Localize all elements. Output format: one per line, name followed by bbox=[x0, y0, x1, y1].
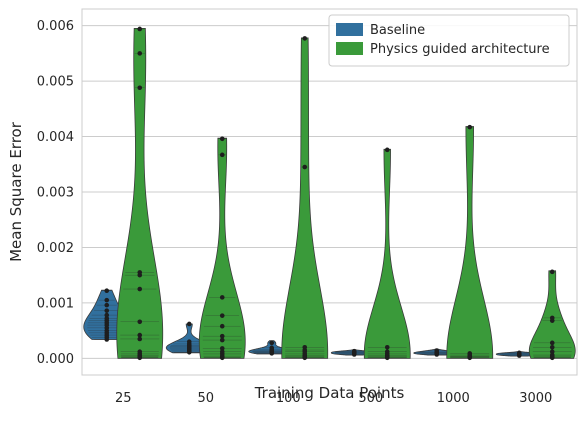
data-point-physics-guided-3000 bbox=[549, 315, 555, 321]
legend-swatch-physics-guided bbox=[336, 42, 363, 55]
y-tick-label: 0.001 bbox=[37, 296, 74, 311]
data-point-physics-guided-25 bbox=[137, 270, 143, 275]
legend-box bbox=[328, 14, 570, 67]
data-point-baseline-100 bbox=[269, 340, 275, 346]
y-tick-label: 0.000 bbox=[37, 352, 74, 367]
data-point-physics-guided-1000 bbox=[467, 124, 473, 130]
data-point-physics-guided-3000 bbox=[549, 340, 555, 346]
data-point-physics-guided-500 bbox=[384, 147, 390, 153]
plot-frame bbox=[81, 8, 578, 376]
data-point-physics-guided-100 bbox=[302, 36, 308, 41]
data-point-baseline-25 bbox=[104, 302, 110, 308]
data-point-physics-guided-3000 bbox=[549, 269, 555, 275]
data-point-physics-guided-1000 bbox=[467, 351, 473, 356]
data-point-physics-guided-25 bbox=[137, 51, 143, 56]
data-point-physics-guided-50 bbox=[219, 337, 225, 343]
y-tick-label: 0.003 bbox=[37, 186, 74, 201]
data-point-baseline-25 bbox=[104, 316, 110, 321]
y-tick-label: 0.005 bbox=[37, 75, 74, 90]
data-point-physics-guided-25 bbox=[137, 85, 143, 91]
data-point-baseline-25 bbox=[104, 308, 110, 313]
violin-physics-guided-25 bbox=[116, 28, 164, 359]
data-point-physics-guided-50 bbox=[219, 333, 225, 339]
data-point-physics-guided-25 bbox=[137, 319, 143, 325]
x-axis-label: Training Data Points bbox=[254, 384, 405, 402]
y-axis-label: Mean Square Error bbox=[7, 121, 25, 262]
data-point-physics-guided-25 bbox=[137, 332, 143, 338]
data-point-physics-guided-50 bbox=[219, 136, 225, 142]
violin-physics-guided-500 bbox=[363, 148, 411, 359]
data-point-baseline-25 bbox=[104, 312, 110, 318]
data-points-layer bbox=[104, 26, 555, 361]
data-point-baseline-50 bbox=[186, 339, 192, 345]
data-point-baseline-25 bbox=[104, 288, 110, 294]
data-point-baseline-1000 bbox=[434, 348, 440, 353]
legend: Baseline Physics guided architecture bbox=[328, 14, 570, 67]
violin-layer bbox=[83, 28, 576, 359]
legend-label-physics-guided: Physics guided architecture bbox=[370, 42, 550, 57]
y-tick-label: 0.002 bbox=[37, 241, 74, 256]
data-point-baseline-100 bbox=[269, 345, 275, 351]
data-point-physics-guided-3000 bbox=[549, 352, 555, 358]
data-point-physics-guided-50 bbox=[219, 152, 225, 158]
legend-swatch-baseline bbox=[336, 23, 363, 36]
data-point-physics-guided-3000 bbox=[549, 344, 555, 350]
violin-physics-guided-3000 bbox=[528, 270, 576, 359]
x-tick-label: 3000 bbox=[519, 391, 552, 406]
x-tick-label: 100 bbox=[276, 391, 301, 406]
data-point-physics-guided-100 bbox=[302, 344, 308, 350]
violin-physics-guided-1000 bbox=[446, 126, 494, 359]
data-point-physics-guided-25 bbox=[137, 26, 143, 32]
data-point-physics-guided-25 bbox=[137, 336, 143, 342]
data-point-physics-guided-25 bbox=[137, 349, 143, 355]
violin-physics-guided-100 bbox=[281, 37, 329, 359]
x-tick-label: 25 bbox=[115, 391, 132, 406]
data-point-baseline-50 bbox=[186, 321, 192, 327]
data-point-physics-guided-3000 bbox=[549, 349, 555, 355]
x-tick-label: 50 bbox=[197, 391, 214, 406]
x-tick-labels: 25 50 100 500 1000 3000 bbox=[115, 391, 552, 406]
data-point-physics-guided-500 bbox=[384, 349, 390, 355]
legend-label-baseline: Baseline bbox=[370, 23, 425, 38]
x-tick-label: 500 bbox=[358, 391, 383, 406]
data-point-baseline-3000 bbox=[516, 350, 522, 356]
x-tick-label: 1000 bbox=[437, 391, 470, 406]
grid-lines bbox=[82, 25, 577, 359]
data-point-physics-guided-25 bbox=[137, 286, 143, 292]
data-point-physics-guided-50 bbox=[219, 313, 225, 318]
violin-physics-guided-50 bbox=[198, 137, 246, 359]
data-point-physics-guided-50 bbox=[219, 349, 225, 355]
y-tick-label: 0.006 bbox=[37, 19, 74, 34]
data-point-physics-guided-50 bbox=[219, 295, 225, 300]
y-tick-label: 0.004 bbox=[37, 130, 74, 145]
data-point-physics-guided-50 bbox=[219, 346, 225, 351]
data-point-baseline-25 bbox=[104, 297, 110, 303]
data-point-physics-guided-500 bbox=[384, 344, 390, 350]
data-point-baseline-500 bbox=[351, 348, 357, 354]
data-point-physics-guided-100 bbox=[302, 164, 308, 170]
y-tick-labels: 0.000 0.001 0.002 0.003 0.004 0.005 0.006 bbox=[37, 19, 74, 367]
data-point-physics-guided-50 bbox=[219, 323, 225, 329]
